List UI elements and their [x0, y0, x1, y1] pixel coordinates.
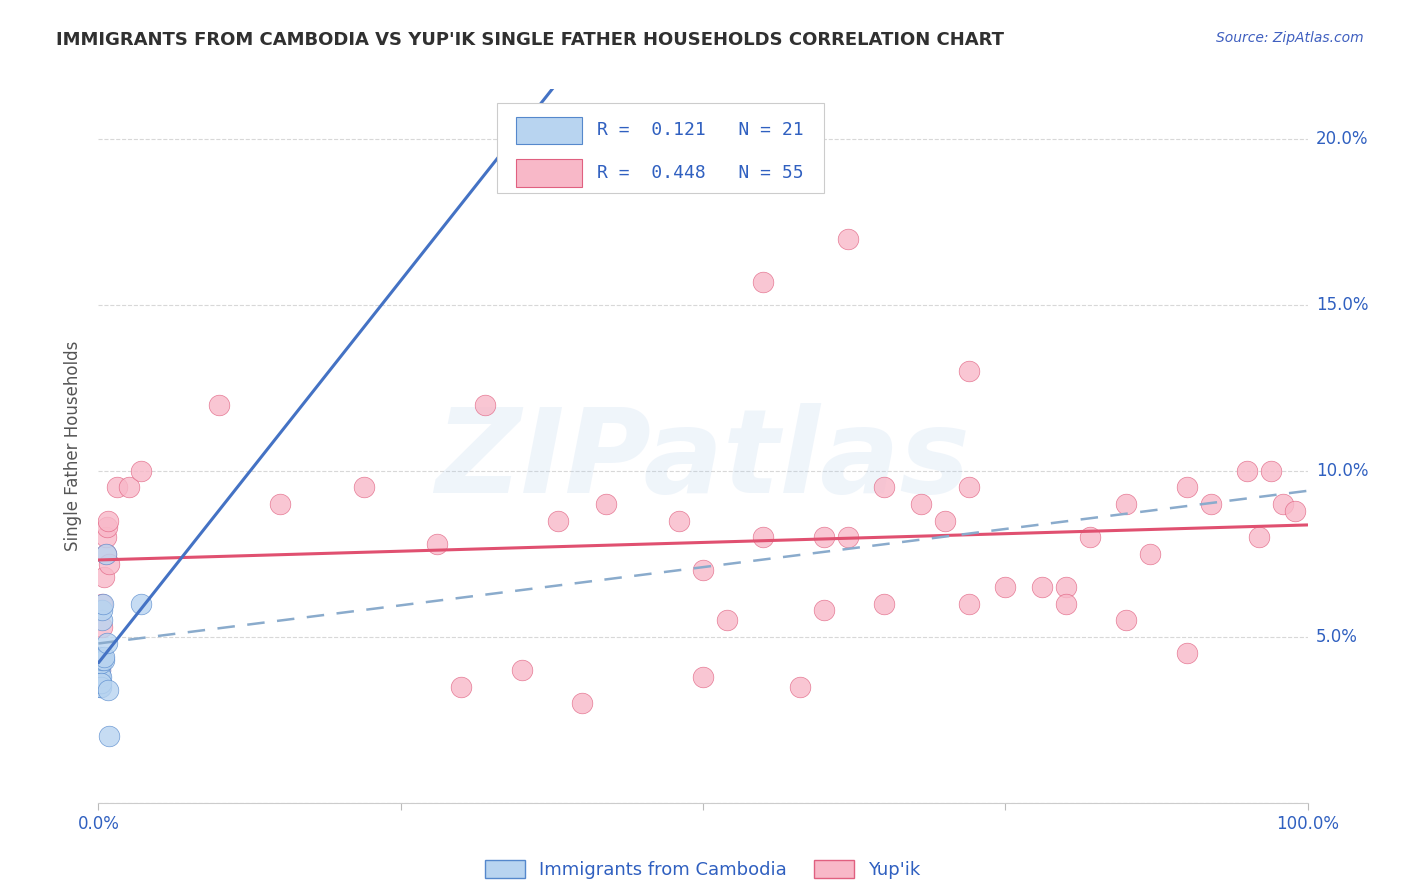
Point	[90, 676, 112, 690]
Point	[93, 570, 115, 584]
Bar	[516, 160, 582, 186]
Point	[93, 649, 115, 664]
Point	[813, 603, 835, 617]
Point	[1199, 497, 1222, 511]
Point	[1175, 481, 1198, 495]
Text: R =  0.121   N = 21: R = 0.121 N = 21	[596, 121, 803, 139]
Point	[934, 514, 956, 528]
Text: IMMIGRANTS FROM CAMBODIA VS YUP'IK SINGLE FATHER HOUSEHOLDS CORRELATION CHART: IMMIGRANTS FROM CAMBODIA VS YUP'IK SINGL…	[56, 31, 1004, 49]
Point	[98, 557, 121, 571]
Point	[957, 481, 980, 495]
Point	[94, 530, 117, 544]
Y-axis label: Single Father Households: Single Father Households	[65, 341, 83, 551]
Point	[1054, 580, 1077, 594]
Bar	[498, 103, 824, 193]
Point	[94, 547, 117, 561]
Point	[837, 231, 859, 245]
Point	[208, 397, 231, 411]
Text: 10.0%: 10.0%	[1316, 462, 1368, 480]
Point	[118, 481, 141, 495]
Point	[547, 514, 569, 528]
Point	[90, 657, 112, 671]
Point	[789, 680, 811, 694]
Point	[91, 620, 114, 634]
Point	[97, 682, 120, 697]
Point	[994, 580, 1017, 594]
Text: 20.0%: 20.0%	[1316, 130, 1368, 148]
Bar	[516, 117, 582, 144]
Point	[450, 680, 472, 694]
Point	[668, 514, 690, 528]
Point	[752, 275, 775, 289]
Point	[353, 481, 375, 495]
Point	[97, 514, 120, 528]
Point	[93, 653, 115, 667]
Point	[813, 530, 835, 544]
Point	[692, 564, 714, 578]
Point	[1031, 580, 1053, 594]
Point	[91, 653, 114, 667]
Point	[89, 663, 111, 677]
Point	[1175, 647, 1198, 661]
Point	[1115, 613, 1137, 627]
Point	[1139, 547, 1161, 561]
Point	[90, 657, 112, 671]
Point	[94, 547, 117, 561]
Point	[957, 364, 980, 378]
Point	[595, 497, 617, 511]
Point	[1272, 497, 1295, 511]
Point	[98, 730, 121, 744]
Point	[571, 696, 593, 710]
Point	[91, 597, 114, 611]
Point	[692, 670, 714, 684]
Point	[89, 653, 111, 667]
Point	[873, 481, 896, 495]
Point	[129, 597, 152, 611]
Point	[752, 530, 775, 544]
Point	[1284, 504, 1306, 518]
Point	[129, 464, 152, 478]
Text: 5.0%: 5.0%	[1316, 628, 1358, 646]
Point	[105, 481, 128, 495]
Point	[89, 649, 111, 664]
Point	[873, 597, 896, 611]
Point	[1115, 497, 1137, 511]
Point	[89, 663, 111, 677]
Point	[1054, 597, 1077, 611]
Point	[90, 653, 112, 667]
Point	[96, 520, 118, 534]
Point	[91, 613, 114, 627]
Point	[910, 497, 932, 511]
Point	[91, 597, 114, 611]
Text: 15.0%: 15.0%	[1316, 296, 1368, 314]
Point	[1078, 530, 1101, 544]
Point	[1249, 530, 1271, 544]
Point	[426, 537, 449, 551]
Point	[91, 603, 114, 617]
Point	[957, 597, 980, 611]
Text: R =  0.448   N = 55: R = 0.448 N = 55	[596, 164, 803, 182]
Point	[716, 613, 738, 627]
Point	[89, 657, 111, 671]
Text: ZIPatlas: ZIPatlas	[436, 403, 970, 517]
Point	[510, 663, 533, 677]
Point	[90, 680, 112, 694]
Point	[1236, 464, 1258, 478]
Point	[1260, 464, 1282, 478]
Legend: Immigrants from Cambodia, Yup'ik: Immigrants from Cambodia, Yup'ik	[478, 853, 928, 887]
Text: Source: ZipAtlas.com: Source: ZipAtlas.com	[1216, 31, 1364, 45]
Point	[837, 530, 859, 544]
Point	[90, 670, 112, 684]
Point	[269, 497, 291, 511]
Point	[89, 670, 111, 684]
Point	[96, 636, 118, 650]
Point	[474, 397, 496, 411]
Point	[89, 680, 111, 694]
